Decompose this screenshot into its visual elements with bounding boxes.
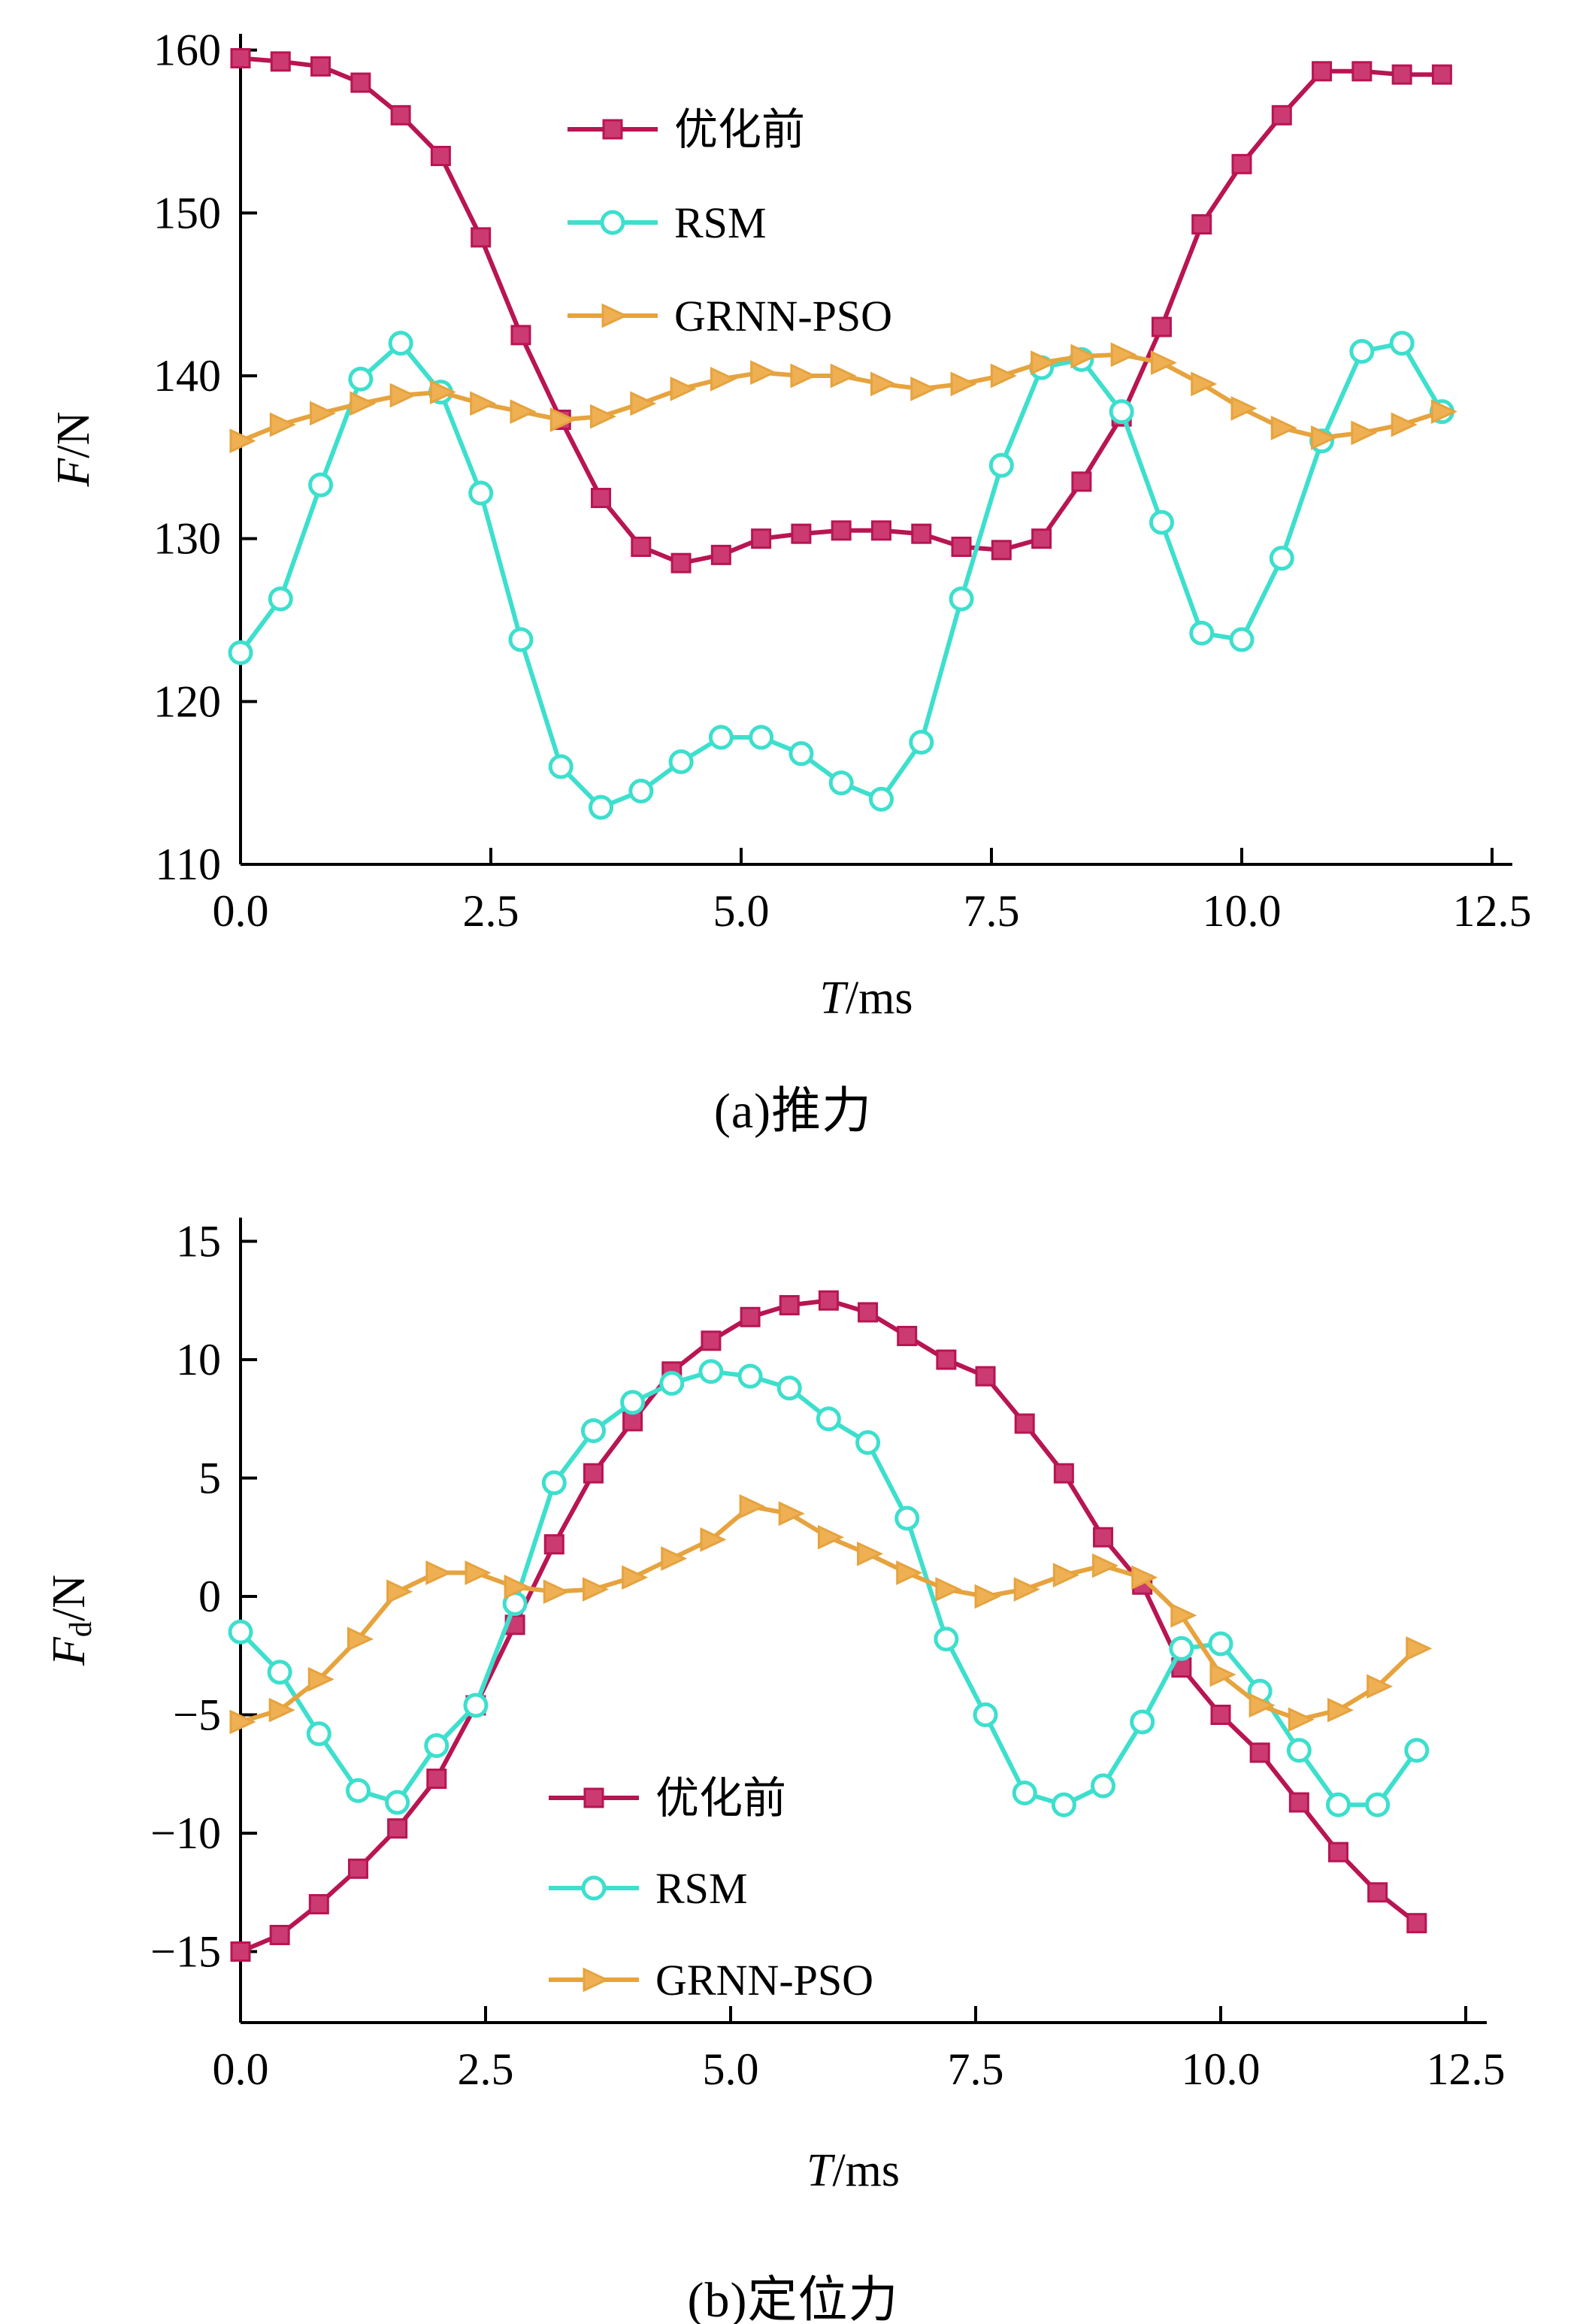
x-tick-label: 12.5: [1453, 886, 1532, 936]
series-grnn_pso: [229, 342, 1457, 454]
legend: 优化前 RSM GRNN-PSO: [549, 1774, 873, 2005]
x-axis-label: T/ms: [807, 2145, 900, 2196]
x-axis-label: T/ms: [819, 973, 913, 1024]
y-tick-label: 120: [153, 676, 221, 726]
x-tick-label: 7.5: [964, 886, 1020, 936]
chart-a-caption: (a)推力: [713, 1084, 873, 1139]
y-tick-label: −5: [173, 1690, 221, 1740]
legend-label: GRNN-PSO: [674, 292, 892, 340]
x-tick-label: 5.0: [703, 2044, 759, 2094]
y-tick-label: 130: [153, 514, 221, 564]
x-tick-label: 0.0: [213, 886, 269, 936]
x-tick-label: 0.0: [213, 2044, 269, 2094]
series-pre_opt: [230, 48, 1452, 573]
y-tick-label: 110: [155, 840, 221, 889]
x-tick-label: 10.0: [1182, 2044, 1261, 2094]
series-rsm: [228, 1359, 1430, 1817]
series-grnn_pso: [229, 1493, 1433, 1735]
legend-label: RSM: [655, 1864, 748, 1913]
axes: 0.0 2.5 5.0 7.5 10.0 12.5 15 10 5 0 −5 −10 −15: [150, 1217, 1505, 2095]
x-tick-label: 12.5: [1427, 2044, 1506, 2094]
x-tick-label: 10.0: [1203, 886, 1282, 936]
y-tick-label: 160: [153, 26, 221, 75]
legend: 优化前 RSM GRNN-PSO: [568, 105, 892, 340]
series-pre_opt: [230, 1290, 1427, 1962]
y-tick-label: 10: [176, 1335, 221, 1384]
y-tick-label: 15: [176, 1217, 221, 1266]
y-tick-label: 0: [198, 1572, 221, 1621]
series-rsm: [228, 331, 1454, 820]
y-axis-label: F/N: [48, 412, 99, 488]
y-axis-label: Fd/N: [44, 1575, 98, 1666]
legend-label: 优化前: [674, 105, 805, 154]
y-tick-label: 150: [153, 188, 221, 238]
x-tick-label: 7.5: [948, 2044, 1004, 2094]
x-tick-label: 2.5: [458, 2044, 514, 2094]
legend-label: RSM: [674, 198, 767, 247]
chart-a-thrust-plot: 0.0 2.5 5.0 7.5 10.0 12.5 110 120 130 140 150 160 T/…: [48, 26, 1532, 1024]
chart-b-caption: (b)定位力: [687, 2273, 899, 2324]
legend-label: GRNN-PSO: [655, 1956, 873, 2005]
chart-b-detent-force-plot: 0.0 2.5 5.0 7.5 10.0 12.5 15 10 5 0 −5 −10 −15 T/ms Fd…: [44, 1217, 1506, 2197]
y-tick-label: −15: [150, 1927, 221, 1977]
y-tick-label: 5: [198, 1454, 221, 1503]
x-tick-label: 2.5: [463, 886, 519, 936]
y-tick-label: 140: [153, 351, 221, 401]
legend-label: 优化前: [655, 1774, 786, 1823]
y-tick-label: −10: [150, 1808, 221, 1858]
x-tick-label: 5.0: [713, 886, 770, 936]
axes: 0.0 2.5 5.0 7.5 10.0 12.5 110 120 130 140 150 160: [153, 26, 1532, 936]
